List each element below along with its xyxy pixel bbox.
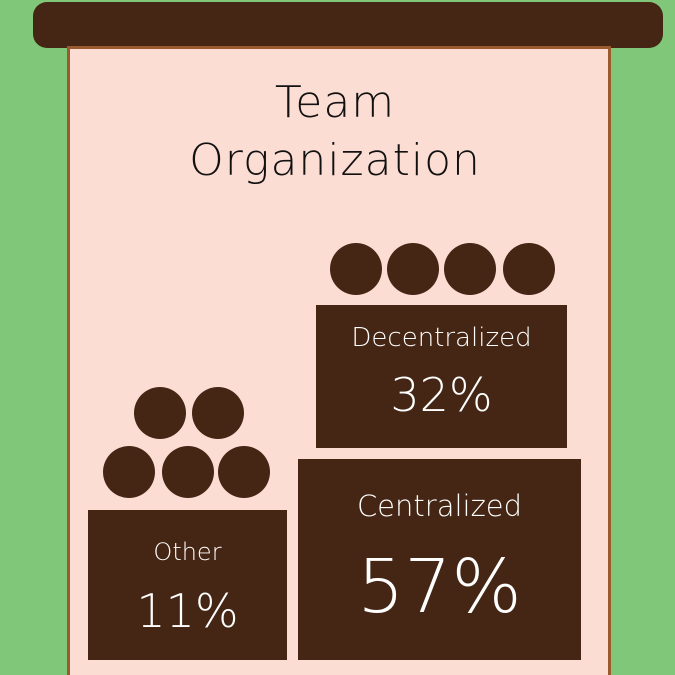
circle-icon: [134, 387, 186, 439]
bar-decentralized: [316, 305, 567, 448]
header-bar: [33, 2, 663, 48]
bar-group-other: Other 11%: [88, 387, 287, 660]
circle-icon: [444, 243, 496, 295]
bar-other: [88, 510, 287, 660]
circle-icon: [192, 387, 244, 439]
value-label-centralized: 57%: [357, 544, 521, 630]
title-line-1: Team: [274, 77, 396, 128]
bar-group-centralized: Centralized 57%: [298, 459, 581, 660]
circle-icon: [162, 446, 214, 498]
category-label-other: Other: [153, 538, 221, 566]
circle-icon: [387, 243, 439, 295]
category-label-centralized: Centralized: [357, 489, 522, 523]
value-label-decentralized: 32%: [390, 368, 492, 422]
circle-icon: [503, 243, 555, 295]
circle-icon: [103, 446, 155, 498]
bar-group-decentralized: Decentralized 32%: [316, 243, 567, 448]
title-line-2: Organization: [189, 135, 481, 186]
circle-icon: [330, 243, 382, 295]
category-label-decentralized: Decentralized: [351, 323, 531, 353]
bar-centralized: [298, 459, 581, 660]
circle-icon: [218, 446, 270, 498]
value-label-other: 11%: [136, 584, 238, 638]
chart-title: Team Organization: [100, 74, 570, 190]
